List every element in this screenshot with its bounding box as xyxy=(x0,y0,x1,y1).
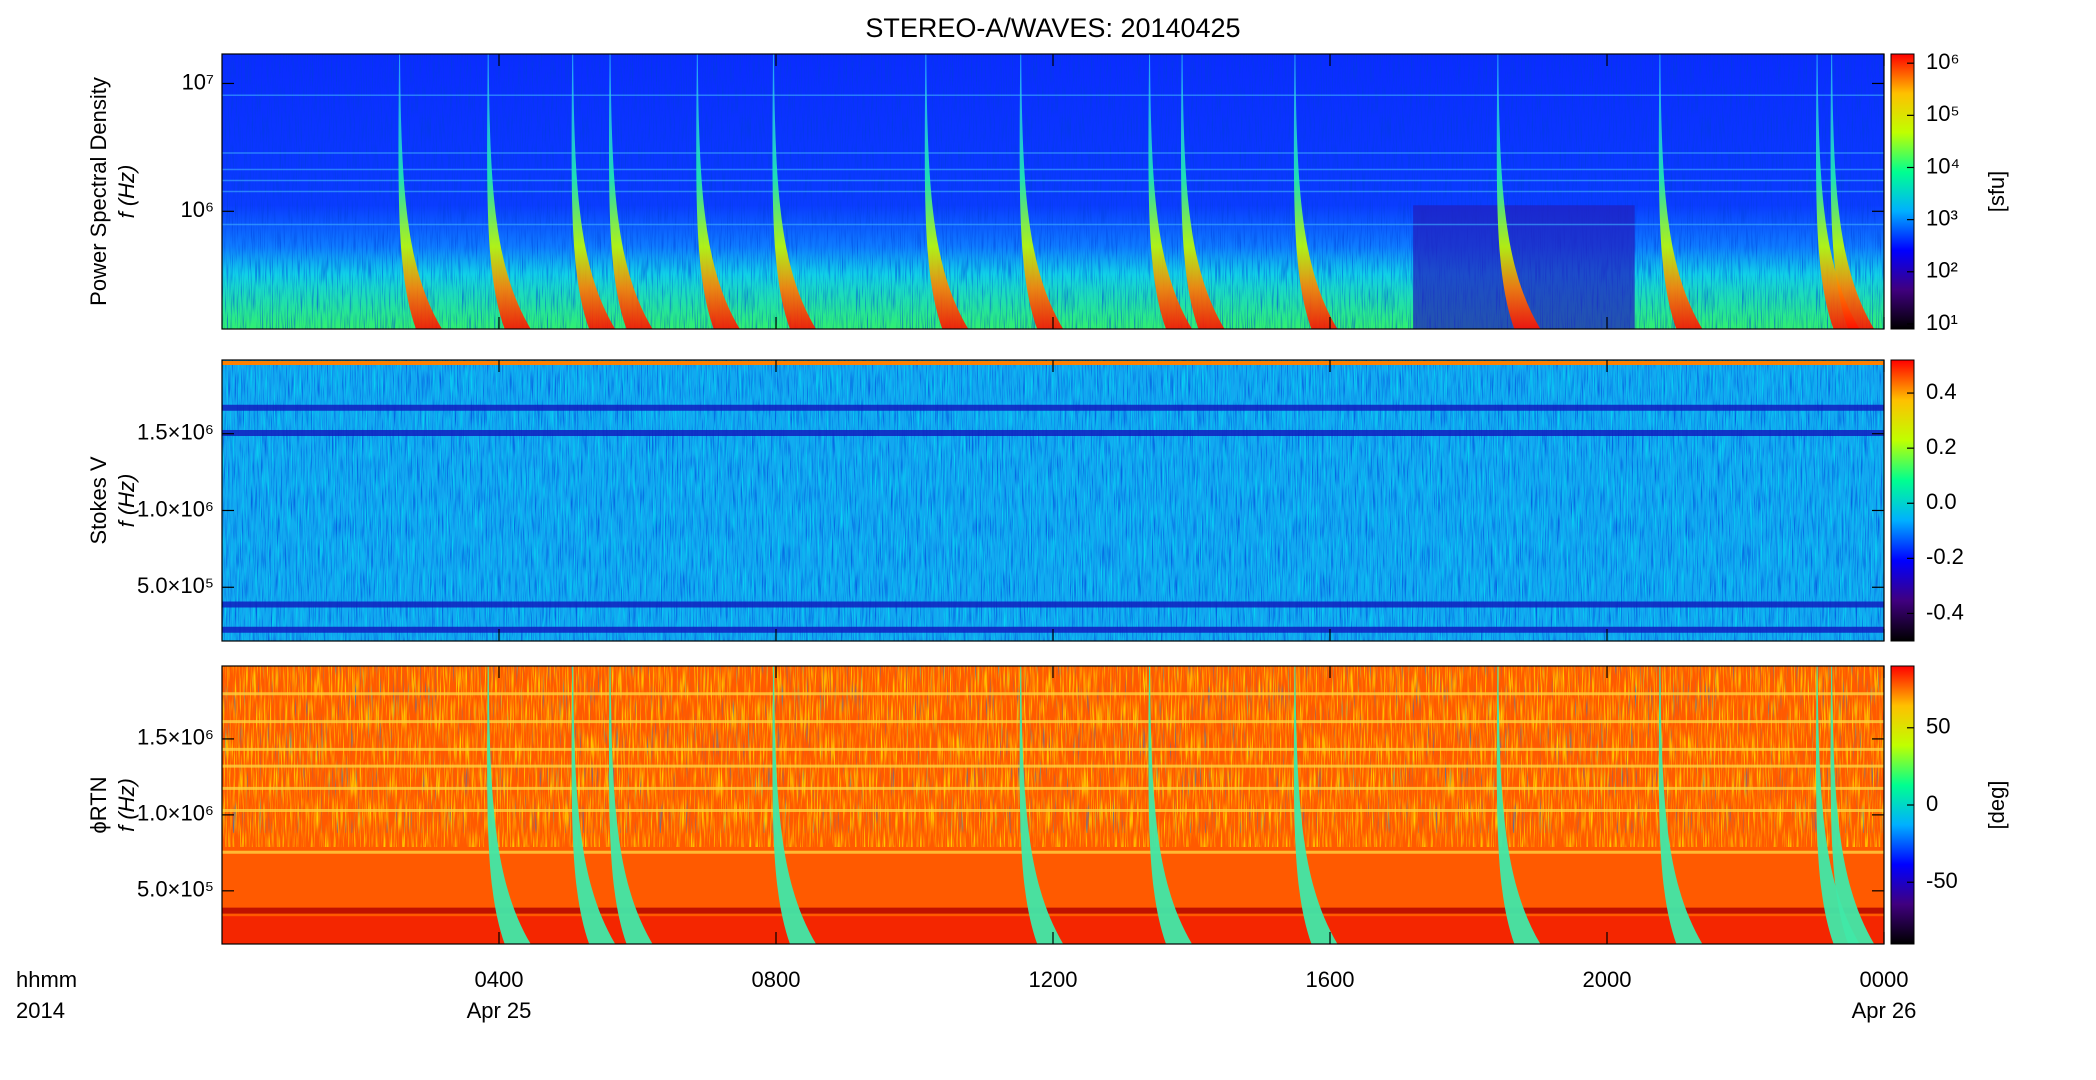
colorbar xyxy=(1890,359,1915,642)
colorbar-tick-label: 0.0 xyxy=(1926,489,1957,514)
colorbar-tick-label: 10³ xyxy=(1926,205,1958,230)
x-tick-label: 0400 xyxy=(475,967,524,992)
y-axis-label: f (Hz) xyxy=(114,165,139,219)
x-date-label: Apr 26 xyxy=(1852,998,1917,1023)
colorbar-tick-label: 10¹ xyxy=(1926,310,1958,335)
colorbar-tick-label: 10² xyxy=(1926,258,1958,283)
colorbar-tick-label: 10⁴ xyxy=(1926,153,1960,178)
plot-area xyxy=(222,360,1884,641)
burst xyxy=(1148,54,1193,329)
colorbar-label: [sfu] xyxy=(1984,171,2009,213)
y-tick-label: 5.0×10⁵ xyxy=(137,573,214,598)
colorbar-tick-label: 0.4 xyxy=(1926,379,1957,404)
x-tick-label: 2000 xyxy=(1583,967,1632,992)
y-tick-label: 1.0×10⁶ xyxy=(137,801,214,826)
y-axis-label: ϕRTN xyxy=(86,776,111,833)
y-tick-label: 10⁷ xyxy=(182,69,214,94)
colorbar-tick-label: 50 xyxy=(1926,714,1950,739)
colorbar-tick-label: 10⁶ xyxy=(1926,49,1960,74)
x-tick-label: 0800 xyxy=(752,967,801,992)
colorbar-tick-label: 0 xyxy=(1926,791,1938,816)
x-tick-label: 1200 xyxy=(1029,967,1078,992)
plot-area xyxy=(222,54,1884,329)
spectrogram-noise xyxy=(222,360,1884,641)
colorbar-tick-label: -0.2 xyxy=(1926,544,1964,569)
burst xyxy=(608,54,653,329)
burst xyxy=(571,54,616,329)
y-axis-label: Stokes V xyxy=(86,456,111,544)
x-date-label: Apr 25 xyxy=(467,998,532,1023)
burst xyxy=(1019,666,1064,944)
burst xyxy=(1293,54,1338,329)
y-tick-label: 1.5×10⁶ xyxy=(137,725,214,750)
burst xyxy=(1148,666,1193,944)
plot-area xyxy=(222,666,1884,944)
x-tick-label: 0000 xyxy=(1860,967,1909,992)
burst xyxy=(1293,666,1338,944)
y-axis-label: f (Hz) xyxy=(114,474,139,528)
x-corner-label: hhmm xyxy=(16,967,77,992)
burst xyxy=(924,54,969,329)
burst xyxy=(1496,666,1541,944)
burst xyxy=(1830,666,1875,944)
colorbar xyxy=(1890,53,1915,330)
burst xyxy=(1658,666,1703,944)
colorbar-tick-label: -50 xyxy=(1926,868,1958,893)
y-axis-label: Power Spectral Density xyxy=(86,77,111,306)
burst xyxy=(487,54,531,329)
burst xyxy=(487,666,531,944)
chart-title: STEREO-A/WAVES: 20140425 xyxy=(865,13,1240,43)
burst xyxy=(1816,54,1860,329)
burst xyxy=(608,666,653,944)
burst xyxy=(398,54,443,329)
y-tick-label: 1.5×10⁶ xyxy=(137,420,214,445)
y-axis-label: f (Hz) xyxy=(114,778,139,832)
y-tick-label: 1.0×10⁶ xyxy=(137,496,214,521)
burst xyxy=(1019,54,1064,329)
colorbar-tick-label: 10⁵ xyxy=(1926,101,1960,126)
colorbar-label: [deg] xyxy=(1984,781,2009,830)
burst xyxy=(1658,54,1703,329)
x-tick-label: 1600 xyxy=(1306,967,1355,992)
burst xyxy=(571,666,616,944)
burst xyxy=(696,54,740,329)
burst xyxy=(1496,54,1541,329)
burst xyxy=(772,666,816,944)
y-tick-label: 5.0×10⁵ xyxy=(137,877,214,902)
colorbar-tick-label: -0.4 xyxy=(1926,599,1964,624)
x-corner-label: 2014 xyxy=(16,998,65,1023)
burst xyxy=(1180,54,1225,329)
y-tick-label: 10⁶ xyxy=(180,197,214,222)
burst xyxy=(772,54,816,329)
colorbar-tick-label: 0.2 xyxy=(1926,434,1957,459)
burst xyxy=(1816,666,1860,944)
burst xyxy=(1830,54,1875,329)
